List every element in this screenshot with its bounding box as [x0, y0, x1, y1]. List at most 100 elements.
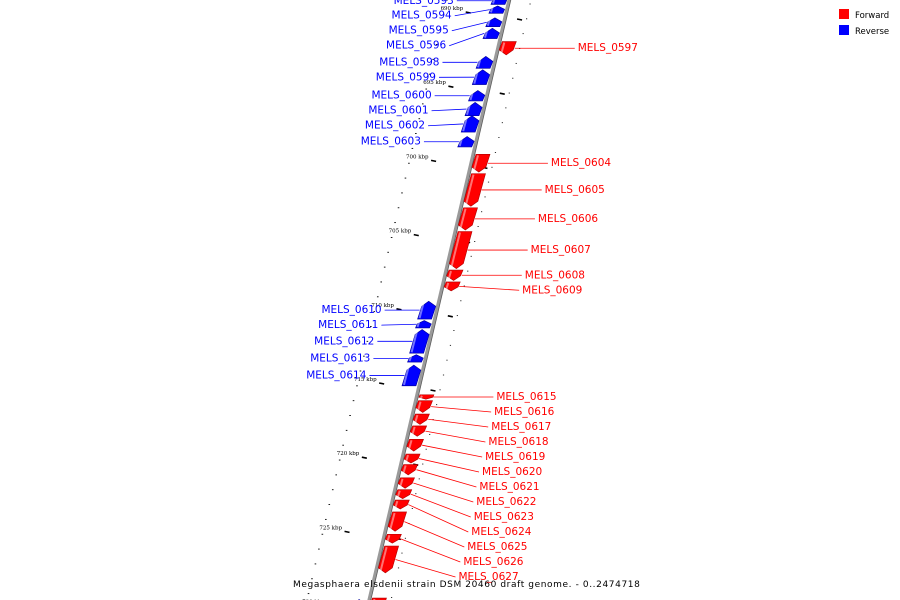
backbone-layer	[367, 0, 512, 600]
gene-mels-0615[interactable]	[418, 394, 435, 400]
gene-callout-line	[431, 406, 492, 413]
gene-mels-0600[interactable]	[468, 90, 486, 102]
gene-mels-0607[interactable]	[448, 231, 473, 269]
gene-label[interactable]: MELS_0599	[376, 71, 436, 83]
legend-item-reverse: Reverse	[839, 25, 889, 37]
gene-mels-0617-shade	[414, 414, 419, 424]
gene-mels-0603[interactable]	[457, 136, 475, 148]
gene-mels-0598[interactable]	[475, 56, 494, 69]
gene-mels-0613[interactable]	[407, 354, 424, 363]
gene-mels-0625[interactable]	[387, 511, 407, 532]
gene-mels-0624[interactable]	[392, 499, 410, 510]
tick-label: 695 kbp	[423, 80, 446, 86]
gene-mels-0614[interactable]	[401, 364, 422, 387]
gene-label[interactable]: MELS_0594	[392, 10, 452, 22]
gene-label[interactable]: MELS_0626	[463, 556, 523, 568]
gene-callout-line	[408, 504, 469, 533]
gene-mels-0615-shade	[419, 395, 423, 399]
gene-label[interactable]: MELS_0620	[482, 466, 542, 478]
gene-mels-0618[interactable]	[409, 425, 428, 437]
gene-mels-0609[interactable]	[443, 281, 461, 292]
gene-label[interactable]: MELS_0619	[485, 451, 545, 463]
gene-mels-0617[interactable]	[412, 413, 430, 425]
gene-mels-0595[interactable]	[485, 17, 503, 28]
gene-mels-0593-shade	[492, 0, 496, 4]
gene-mels-0622-shade	[399, 478, 404, 488]
gene-label[interactable]: MELS_0601	[368, 105, 428, 117]
gene-label[interactable]: MELS_0612	[314, 335, 374, 347]
backbone-line	[367, 0, 511, 600]
gene-label[interactable]: MELS_0623	[474, 511, 534, 523]
gene-mels-0596[interactable]	[482, 27, 500, 39]
gene-label[interactable]: MELS_0605	[545, 184, 605, 196]
gene-mels-0594[interactable]	[488, 5, 506, 14]
gene-mels-0608-shade	[447, 270, 452, 280]
gene-label[interactable]: MELS_0613	[310, 352, 370, 364]
gene-callout-line	[459, 286, 520, 291]
gene-mels-0610-shade	[418, 301, 425, 319]
gene-label[interactable]: MELS_0604	[551, 157, 611, 169]
gene-mels-0623[interactable]	[395, 489, 413, 499]
gene-mels-0606[interactable]	[457, 207, 478, 231]
gene-mels-0600-shade	[469, 91, 474, 101]
gene-mels-0616[interactable]	[415, 400, 433, 413]
gene-label[interactable]: MELS_0597	[578, 42, 638, 54]
gene-mels-0603-shade	[458, 137, 464, 147]
gene-label[interactable]: MELS_0603	[361, 136, 421, 148]
gene-callout-line	[416, 469, 477, 488]
gene-mels-0620[interactable]	[403, 453, 421, 464]
gene-label[interactable]: MELS_0610	[321, 304, 381, 316]
gene-label[interactable]: MELS_0595	[389, 25, 449, 37]
gene-label[interactable]: MELS_0616	[494, 406, 554, 418]
gene-mels-0597[interactable]	[498, 41, 517, 56]
gene-label[interactable]: MELS_0607	[531, 244, 591, 256]
gene-label[interactable]: MELS_0609	[522, 284, 582, 296]
gene-callout-line	[454, 9, 490, 17]
legend-swatch-reverse	[839, 25, 849, 35]
gene-label[interactable]: MELS_0615	[496, 391, 556, 403]
gene-label[interactable]: MELS_0606	[538, 213, 598, 225]
gene-mels-0612[interactable]	[409, 329, 430, 354]
gene-mels-0599-shade	[473, 70, 479, 84]
gene-mels-0596-shade	[484, 28, 489, 38]
gene-mels-0622[interactable]	[397, 477, 415, 489]
gene-mels-0619[interactable]	[406, 438, 424, 452]
gene-label[interactable]: MELS_0598	[379, 56, 439, 68]
gene-mels-0601-shade	[466, 103, 472, 116]
tick-label: 725 kbp	[319, 525, 342, 531]
major-tick	[448, 85, 454, 88]
gene-mels-0626[interactable]	[384, 533, 402, 544]
major-tick	[447, 315, 453, 318]
gene-label[interactable]: MELS_0627	[458, 571, 518, 583]
gene-mels-0593[interactable]	[490, 0, 508, 5]
gene-mels-0611[interactable]	[415, 320, 432, 329]
major-tick	[396, 308, 402, 311]
gene-mels-0621[interactable]	[400, 464, 419, 476]
gene-label[interactable]: MELS_0621	[479, 481, 539, 493]
gene-mels-0627[interactable]	[378, 545, 399, 574]
gene-label[interactable]: MELS_0593	[394, 0, 454, 7]
gene-label[interactable]: MELS_0617	[491, 421, 551, 433]
gene-label[interactable]: MELS_0608	[525, 269, 585, 281]
gene-label[interactable]: MELS_0600	[371, 90, 431, 102]
gene-label[interactable]: MELS_0602	[365, 120, 425, 132]
gene-mels-0602[interactable]	[460, 115, 480, 133]
gene-mels-0599[interactable]	[471, 69, 491, 85]
gene-mels-0604-shade	[472, 155, 479, 172]
backbone-edge	[370, 0, 512, 600]
gene-mels-0595-shade	[486, 18, 491, 27]
gene-label[interactable]: MELS_0614	[306, 369, 366, 381]
gene-label[interactable]: MELS_0625	[467, 541, 527, 553]
gene-mels-0602-shade	[462, 116, 468, 132]
gene-mels-0612-shade	[410, 330, 419, 353]
gene-label[interactable]: MELS_0618	[488, 436, 548, 448]
gene-mels-0605[interactable]	[463, 173, 486, 207]
gene-mels-0610[interactable]	[417, 300, 437, 320]
gene-label[interactable]: MELS_0622	[476, 496, 536, 508]
gene-mels-0608[interactable]	[446, 269, 464, 281]
gene-mels-0604[interactable]	[471, 154, 491, 173]
gene-label[interactable]: MELS_0624	[471, 526, 531, 538]
gene-label[interactable]: MELS_0611	[318, 319, 378, 331]
tick-label: 700 kbp	[406, 154, 429, 160]
gene-label[interactable]: MELS_0596	[386, 40, 446, 52]
